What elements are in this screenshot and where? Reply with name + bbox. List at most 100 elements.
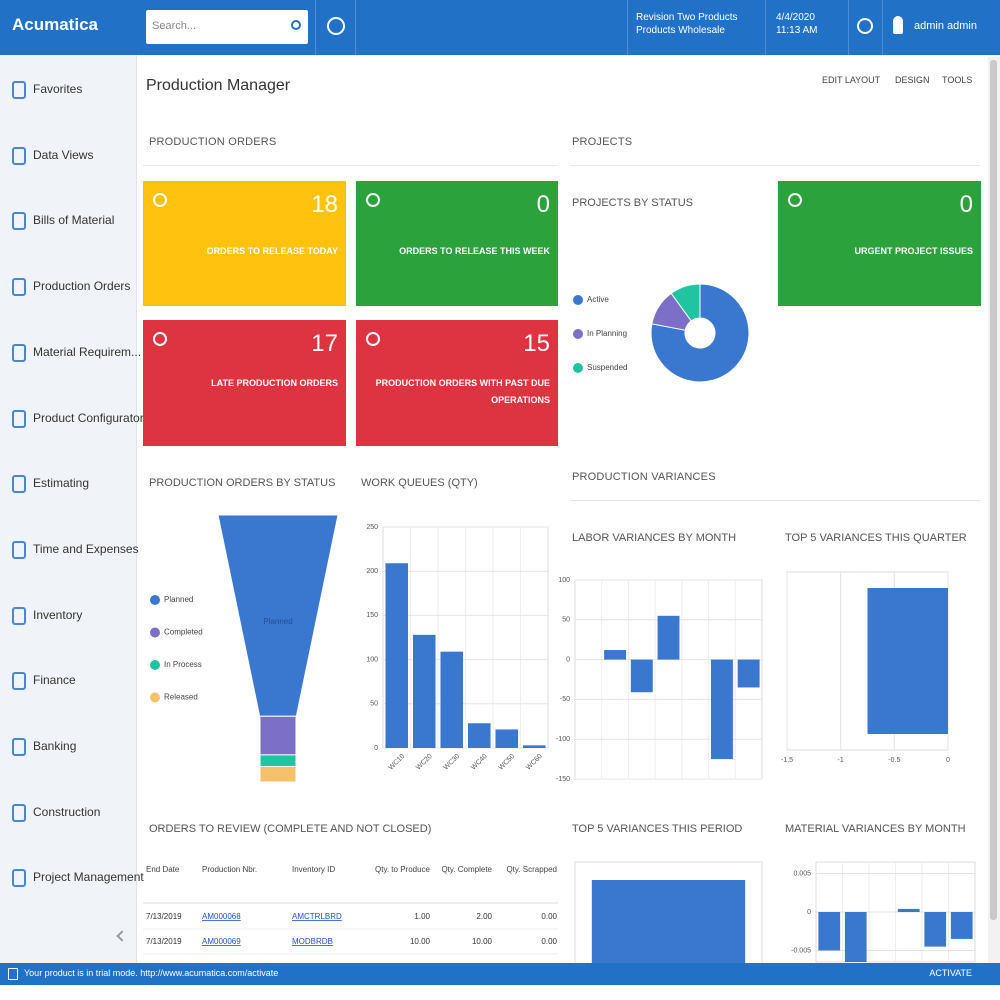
status-message[interactable]: Your product is in trial mode. http://ww… bbox=[24, 968, 279, 978]
sidebar-icon bbox=[12, 803, 26, 822]
y-tick-label: -150 bbox=[556, 776, 570, 783]
bar bbox=[897, 908, 920, 912]
kpi-tile[interactable]: 18 ORDERS TO RELEASE TODAY bbox=[143, 181, 346, 306]
sidebar-item[interactable]: Favorites bbox=[33, 82, 83, 96]
table-cell[interactable]: MODBRDB bbox=[292, 937, 333, 946]
section-heading: PROJECTS bbox=[572, 136, 633, 148]
sidebar-icon bbox=[12, 81, 26, 99]
bar bbox=[737, 659, 760, 688]
legend-swatch bbox=[573, 363, 583, 373]
sidebar-item[interactable]: Estimating bbox=[33, 476, 90, 491]
bar bbox=[591, 880, 746, 963]
tile-value: 17 bbox=[311, 330, 338, 357]
x-tick-label: -1 bbox=[838, 757, 844, 764]
column-header: Inventory ID bbox=[292, 865, 335, 874]
sidebar-item[interactable]: Bills of Material bbox=[33, 213, 115, 228]
status-action[interactable]: ACTIVATE bbox=[929, 968, 972, 978]
scroll-thumb[interactable] bbox=[990, 60, 997, 920]
search-box[interactable]: Search... bbox=[146, 10, 308, 44]
date[interactable]: 4/4/2020 bbox=[776, 12, 815, 23]
y-tick-label: -50 bbox=[560, 696, 570, 703]
user[interactable]: admin admin bbox=[914, 20, 977, 32]
y-tick-label: 50 bbox=[370, 701, 378, 708]
page-action[interactable]: TOOLS bbox=[942, 75, 973, 85]
sidebar-icon bbox=[12, 672, 26, 691]
legend-swatch bbox=[150, 692, 160, 703]
branch[interactable]: Products Wholesale bbox=[636, 25, 725, 36]
y-tick-label: 0 bbox=[374, 745, 378, 752]
sidebar-icon bbox=[12, 869, 26, 888]
x-tick-label: 0 bbox=[946, 757, 950, 764]
bar bbox=[818, 912, 841, 951]
chart-title: TOP 5 VARIANCES THIS QUARTER bbox=[785, 532, 967, 544]
y-tick-label: -0.005 bbox=[791, 947, 811, 954]
sidebar-item[interactable]: Product Configurator bbox=[33, 410, 144, 425]
divider bbox=[848, 0, 849, 55]
bar bbox=[467, 723, 491, 748]
table-cell[interactable]: AM000068 bbox=[202, 912, 241, 921]
funnel-label: Planned bbox=[263, 617, 292, 626]
legend-swatch bbox=[573, 295, 583, 305]
column-header: Qty. to Produce bbox=[375, 865, 431, 874]
chart-title: LABOR VARIANCES BY MONTH bbox=[572, 532, 736, 544]
table-cell: 0.00 bbox=[541, 937, 557, 946]
x-tick-label: WC30 bbox=[443, 753, 462, 772]
pie-slice bbox=[650, 283, 750, 383]
y-tick-label: 100 bbox=[366, 656, 378, 663]
divider bbox=[627, 0, 628, 55]
sidebar-item[interactable]: Finance bbox=[33, 673, 76, 688]
sidebar-item[interactable]: Production Orders bbox=[33, 279, 131, 294]
user-icon bbox=[893, 16, 903, 34]
status-icon bbox=[8, 968, 18, 980]
kpi-tile[interactable]: 0 URGENT PROJECT ISSUES bbox=[778, 181, 981, 306]
branch[interactable]: Revision Two Products bbox=[636, 12, 738, 23]
table-cell: 7/13/2019 bbox=[146, 937, 182, 946]
bar bbox=[412, 634, 436, 748]
table-cell[interactable]: AMCTRLBRD bbox=[292, 912, 342, 921]
plot-area bbox=[574, 579, 763, 780]
sidebar-icon bbox=[12, 475, 26, 494]
sidebar-icon bbox=[12, 606, 26, 625]
page-action[interactable]: EDIT LAYOUT bbox=[822, 75, 881, 85]
kpi-tile[interactable]: 15 PRODUCTION ORDERS WITH PAST DUE OPERAT… bbox=[356, 320, 558, 446]
legend-label: Completed bbox=[164, 628, 203, 637]
sidebar-item[interactable]: Project Management bbox=[33, 870, 144, 885]
bar bbox=[867, 588, 948, 734]
sidebar-item[interactable]: Time and Expenses bbox=[33, 541, 139, 556]
sidebar-item[interactable]: Construction bbox=[33, 804, 101, 819]
kpi-tile[interactable]: 17 LATE PRODUCTION ORDERS bbox=[143, 320, 346, 446]
section-rule bbox=[143, 165, 557, 166]
sidebar-icon bbox=[12, 212, 26, 231]
tile-value: 0 bbox=[536, 191, 550, 218]
kpi-tile[interactable]: 0 ORDERS TO RELEASE THIS WEEK bbox=[356, 181, 558, 306]
chart-title: PROJECTS BY STATUS bbox=[572, 197, 693, 209]
page-action[interactable]: DESIGN bbox=[895, 75, 930, 85]
status-bar: Your product is in trial mode. http://ww… bbox=[0, 963, 1000, 985]
help-icon[interactable] bbox=[857, 18, 873, 34]
column-header: Production Nbr. bbox=[202, 865, 257, 874]
y-tick-label: 0.005 bbox=[793, 870, 811, 877]
date[interactable]: 11:13 AM bbox=[776, 25, 818, 36]
logo[interactable]: Acumatica bbox=[12, 15, 98, 34]
tile-label: ORDERS TO RELEASE TODAY bbox=[206, 246, 338, 256]
y-tick-label: 250 bbox=[366, 524, 378, 531]
sidebar-item[interactable]: Material Requirem... bbox=[33, 344, 142, 359]
chart-title: WORK QUEUES (QTY) bbox=[361, 477, 478, 489]
tile-label: PRODUCTION ORDERS WITH PAST DUE OPERATIO… bbox=[375, 378, 550, 405]
sidebar-icon bbox=[12, 540, 26, 559]
history-icon[interactable] bbox=[327, 17, 345, 35]
sidebar-item[interactable]: Inventory bbox=[33, 607, 83, 622]
section-rule bbox=[570, 500, 980, 501]
divider bbox=[882, 0, 883, 55]
legend-swatch bbox=[150, 660, 160, 670]
section-heading: PRODUCTION VARIANCES bbox=[572, 471, 716, 483]
sidebar-item[interactable]: Data Views bbox=[33, 147, 94, 162]
x-tick-label: WC20 bbox=[415, 753, 434, 772]
x-tick-label: WC60 bbox=[525, 753, 544, 772]
sidebar-item[interactable]: Banking bbox=[33, 739, 77, 753]
table-cell[interactable]: AM000069 bbox=[202, 937, 241, 946]
section-rule bbox=[570, 165, 980, 166]
tile-label: URGENT PROJECT ISSUES bbox=[854, 246, 973, 256]
